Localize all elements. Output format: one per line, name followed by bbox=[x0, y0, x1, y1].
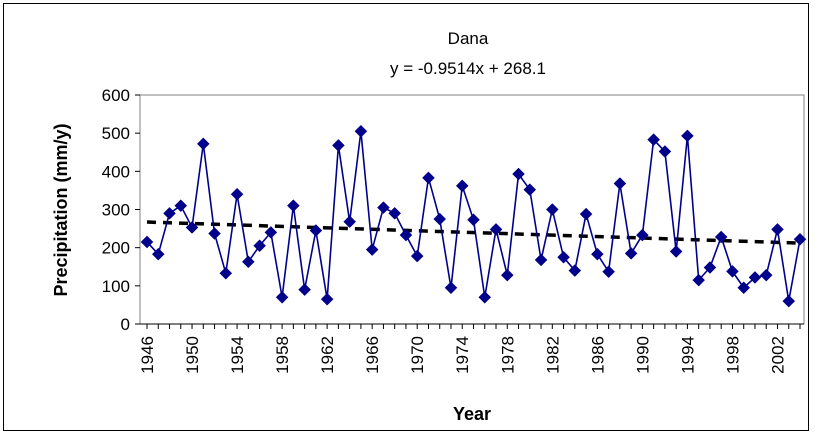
data-point bbox=[287, 199, 300, 213]
data-point bbox=[264, 226, 278, 239]
x-tick-label: 1978 bbox=[498, 336, 517, 374]
x-tick-label: 1986 bbox=[588, 336, 607, 374]
data-point bbox=[399, 228, 413, 242]
x-tick-label: 1998 bbox=[723, 336, 742, 374]
x-tick-label: 1962 bbox=[318, 336, 337, 374]
trendline bbox=[146, 220, 801, 245]
data-point bbox=[388, 206, 402, 220]
data-point bbox=[422, 171, 435, 185]
data-point bbox=[703, 261, 717, 274]
data-point bbox=[467, 213, 480, 227]
data-point bbox=[669, 245, 683, 258]
data-point bbox=[174, 199, 188, 213]
data-point bbox=[602, 265, 615, 279]
x-axis: 1946 1950 1954 1958 1962 1966 1970 1974 1978 1982… bbox=[138, 323, 804, 374]
data-point bbox=[354, 124, 368, 138]
y-axis: 0 100 200 300 400 500 600 bbox=[102, 86, 140, 334]
x-tick-label: 1970 bbox=[408, 336, 427, 374]
data-point bbox=[523, 183, 537, 197]
data-point bbox=[343, 215, 357, 229]
trendline-equation: y = -0.9514x + 268.1 bbox=[390, 59, 546, 78]
data-point bbox=[140, 235, 154, 249]
data-point bbox=[624, 247, 638, 260]
data-point bbox=[433, 212, 447, 226]
data-point bbox=[410, 249, 424, 263]
data-point bbox=[658, 145, 672, 158]
x-tick-label: 1954 bbox=[228, 336, 247, 374]
x-tick-label: 1994 bbox=[678, 336, 697, 374]
data-point bbox=[163, 206, 176, 220]
x-tick-label: 1982 bbox=[543, 336, 562, 374]
data-point bbox=[489, 222, 503, 236]
data-point bbox=[275, 290, 289, 304]
data-point bbox=[793, 232, 807, 246]
data-point bbox=[579, 207, 593, 221]
x-tick-label: 1990 bbox=[633, 336, 652, 374]
data-point bbox=[185, 221, 199, 234]
data-point bbox=[365, 243, 379, 256]
data-point bbox=[196, 137, 210, 151]
x-axis-label: Year bbox=[453, 404, 491, 424]
data-point bbox=[613, 177, 627, 190]
data-point bbox=[692, 273, 706, 287]
data-point bbox=[444, 281, 458, 295]
x-tick-label: 1966 bbox=[363, 336, 382, 374]
x-tick-label: 2002 bbox=[768, 336, 787, 374]
chart-frame bbox=[3, 3, 809, 431]
data-point bbox=[748, 271, 762, 284]
data-point bbox=[681, 129, 694, 143]
y-axis-label: Precipitation (mm/y) bbox=[51, 123, 71, 296]
data-point bbox=[455, 179, 469, 193]
data-point bbox=[151, 247, 165, 261]
y-tick-label: 200 bbox=[102, 239, 130, 258]
data-point bbox=[545, 203, 559, 216]
x-tick-label: 1958 bbox=[273, 336, 292, 374]
y-tick-label: 500 bbox=[102, 124, 130, 143]
data-point bbox=[782, 294, 796, 308]
data-point bbox=[759, 268, 773, 282]
data-point bbox=[253, 239, 266, 253]
trendline-layer bbox=[146, 220, 801, 245]
y-tick-label: 100 bbox=[102, 277, 130, 296]
x-tick-label: 1950 bbox=[183, 336, 202, 374]
y-tick-label: 600 bbox=[102, 86, 130, 105]
data-point bbox=[636, 228, 649, 242]
data-point bbox=[230, 187, 244, 201]
data-point bbox=[737, 281, 751, 295]
data-point bbox=[332, 139, 345, 152]
y-tick-label: 400 bbox=[102, 162, 130, 181]
x-tick-label: 1946 bbox=[138, 336, 157, 374]
data-point bbox=[557, 250, 570, 264]
data-point bbox=[309, 224, 323, 237]
data-point bbox=[298, 283, 311, 297]
data-point bbox=[726, 264, 739, 278]
data-point bbox=[714, 230, 728, 244]
data-point bbox=[568, 264, 582, 277]
data-point bbox=[377, 201, 390, 214]
data-point bbox=[241, 255, 255, 269]
data-point bbox=[771, 222, 784, 236]
data-point bbox=[512, 167, 525, 181]
y-tick-label: 300 bbox=[102, 201, 130, 220]
data-point bbox=[219, 266, 233, 280]
x-tick-label: 1974 bbox=[453, 336, 472, 374]
y-tick-label: 0 bbox=[121, 315, 130, 334]
data-point bbox=[478, 290, 492, 304]
data-point bbox=[320, 292, 334, 306]
data-point bbox=[647, 133, 660, 147]
data-point bbox=[208, 227, 221, 240]
data-point bbox=[534, 253, 548, 267]
series-layer bbox=[140, 124, 807, 308]
chart-title: Dana bbox=[448, 29, 489, 48]
data-point bbox=[500, 268, 514, 282]
data-point bbox=[590, 247, 604, 261]
